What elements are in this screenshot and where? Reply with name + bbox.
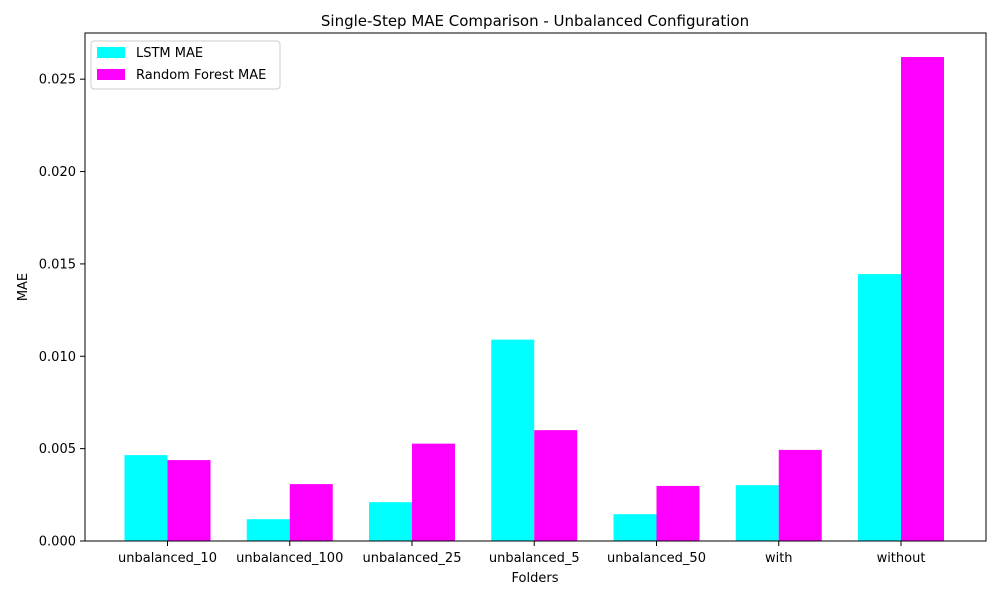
y-tick-label: 0.015 (39, 257, 76, 272)
y-tick-label: 0.005 (39, 442, 76, 457)
legend-label-rf: Random Forest MAE (136, 68, 266, 83)
y-axis: 0.000 0.005 0.010 0.015 0.020 0.025 (39, 73, 85, 550)
bar-random-forest-unbalanced_10 (167, 460, 211, 541)
bar-lstm-unbalanced_100 (246, 519, 290, 541)
bar-lstm-unbalanced_50 (613, 514, 657, 541)
x-tick-label: unbalanced_25 (363, 551, 462, 566)
legend-label-lstm: LSTM MAE (136, 46, 203, 61)
bar-random-forest-unbalanced_100 (289, 484, 333, 541)
x-tick-label: unbalanced_10 (118, 551, 217, 566)
y-tick-label: 0.000 (39, 535, 76, 550)
x-tick-label: without (877, 551, 926, 566)
y-tick-label: 0.020 (39, 165, 76, 180)
chart-title: Single-Step MAE Comparison - Unbalanced … (321, 12, 749, 30)
plot-frame (84, 32, 987, 542)
legend-swatch-lstm (97, 47, 125, 58)
x-tick-label: unbalanced_100 (236, 551, 343, 566)
x-tick-label: unbalanced_5 (489, 551, 580, 566)
bar-random-forest-unbalanced_25 (412, 443, 455, 541)
legend-swatch-rf (97, 69, 125, 80)
bar-random-forest-unbalanced_50 (656, 485, 700, 541)
y-tick-label: 0.010 (39, 350, 76, 365)
legend-box (90, 40, 281, 90)
y-tick-label: 0.025 (39, 73, 76, 88)
bars (124, 57, 944, 541)
bar-lstm-unbalanced_5 (491, 339, 535, 541)
bar-lstm-unbalanced_25 (369, 502, 412, 541)
bar-random-forest-unbalanced_5 (534, 430, 578, 541)
bar-lstm-with (735, 485, 779, 541)
bar-lstm-without (858, 274, 901, 541)
legend: LSTM MAE Random Forest MAE (90, 40, 281, 90)
bar-lstm-unbalanced_10 (124, 455, 168, 541)
x-axis-label: Folders (512, 571, 559, 586)
y-axis-label: MAE (16, 273, 31, 301)
x-axis: unbalanced_10 unbalanced_100 unbalanced_25… (118, 541, 925, 566)
x-tick-label: unbalanced_50 (607, 551, 706, 566)
bar-random-forest-without (901, 57, 944, 541)
x-tick-label: with (765, 551, 793, 566)
bar-random-forest-with (778, 449, 822, 541)
